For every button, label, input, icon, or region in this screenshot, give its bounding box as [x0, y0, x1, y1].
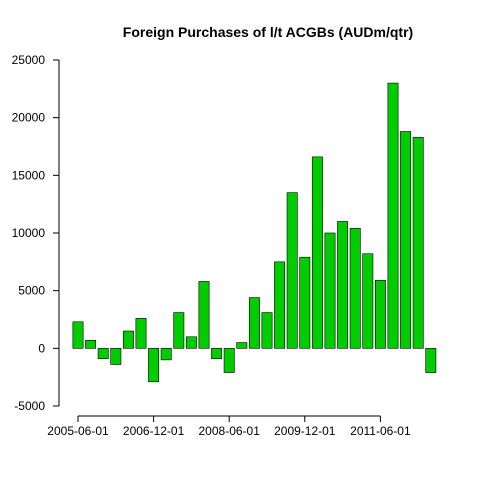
bar	[349, 228, 361, 349]
bar	[173, 312, 185, 349]
bar	[374, 279, 386, 349]
x-axis: 2005-06-01 2006-12-01 2008-06-01 2009-12-01…	[47, 415, 411, 438]
bar	[337, 221, 349, 349]
bar	[299, 256, 311, 349]
bar	[160, 348, 172, 361]
y-axis: -5000 0 5000 10000 15000 20000 25000	[12, 53, 60, 413]
bar	[97, 348, 109, 360]
bar	[135, 318, 147, 349]
bar	[185, 336, 197, 349]
bar	[387, 82, 399, 349]
bar	[261, 312, 273, 349]
bars	[72, 82, 437, 383]
bar	[286, 192, 298, 349]
y-tick-label: 5000	[18, 284, 45, 298]
bar	[412, 136, 424, 349]
bar	[85, 339, 97, 349]
bar	[311, 156, 323, 349]
bar	[198, 281, 210, 349]
y-tick-label: 15000	[12, 168, 46, 182]
y-tick-label: 10000	[12, 226, 46, 240]
y-tick-label: 25000	[12, 53, 46, 67]
bar	[400, 131, 412, 349]
bar	[122, 330, 134, 349]
y-tick-label: 0	[38, 341, 45, 355]
y-tick-label: -5000	[14, 399, 45, 413]
bar	[236, 342, 248, 349]
x-tick-label: 2009-12-01	[274, 424, 336, 438]
bar	[425, 348, 437, 373]
x-tick-label: 2005-06-01	[47, 424, 109, 438]
bar	[248, 297, 260, 349]
x-tick-label: 2006-12-01	[123, 424, 185, 438]
bar	[223, 348, 235, 373]
bar	[274, 261, 286, 349]
bar	[110, 348, 122, 365]
chart-title: Foreign Purchases of l/t ACGBs (AUDm/qtr…	[123, 24, 413, 40]
bar	[72, 321, 84, 349]
y-tick-label: 20000	[12, 111, 46, 125]
bar	[362, 253, 374, 349]
bar	[148, 348, 160, 383]
bar	[324, 232, 336, 349]
x-tick-label: 2011-06-01	[350, 424, 411, 438]
bar	[211, 348, 223, 360]
x-tick-label: 2008-06-01	[199, 424, 261, 438]
